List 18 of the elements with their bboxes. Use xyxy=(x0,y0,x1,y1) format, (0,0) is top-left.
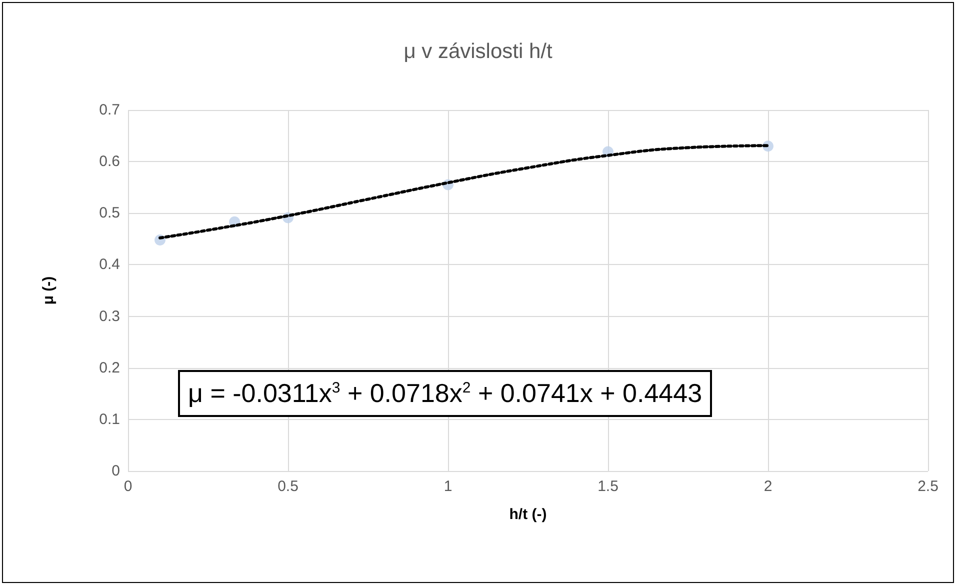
x-tick-label: 2 xyxy=(764,478,772,495)
annotation: μ = -0.0311x$^{3}$ + 0.0718x$^{2}$ + 0.0741x + 0.4443 xyxy=(178,370,712,417)
x-tick-label: 2.5 xyxy=(918,478,938,495)
x-tick-label: 0.5 xyxy=(278,478,298,495)
y-tick-label: 0.4 xyxy=(99,256,120,274)
y-tick-label: 0.7 xyxy=(99,102,120,118)
x-tick-label: 1 xyxy=(444,478,452,495)
y-tick-label: 0.3 xyxy=(99,308,120,325)
x-tick-label: 1.5 xyxy=(598,478,618,495)
y-tick-label: 0.2 xyxy=(99,359,120,376)
x-tick-label: 0 xyxy=(124,478,132,495)
x-axis-title: h/t (-) xyxy=(509,506,547,523)
chart-title: μ v závislosti h/t xyxy=(404,40,552,63)
y-tick-label: 0.6 xyxy=(99,153,120,170)
y-tick-label: 0.1 xyxy=(99,410,120,428)
y-axis-title: μ (-) xyxy=(40,276,57,305)
y-tick-label: 0 xyxy=(112,462,120,480)
y-tick-label: 0.5 xyxy=(99,204,120,222)
